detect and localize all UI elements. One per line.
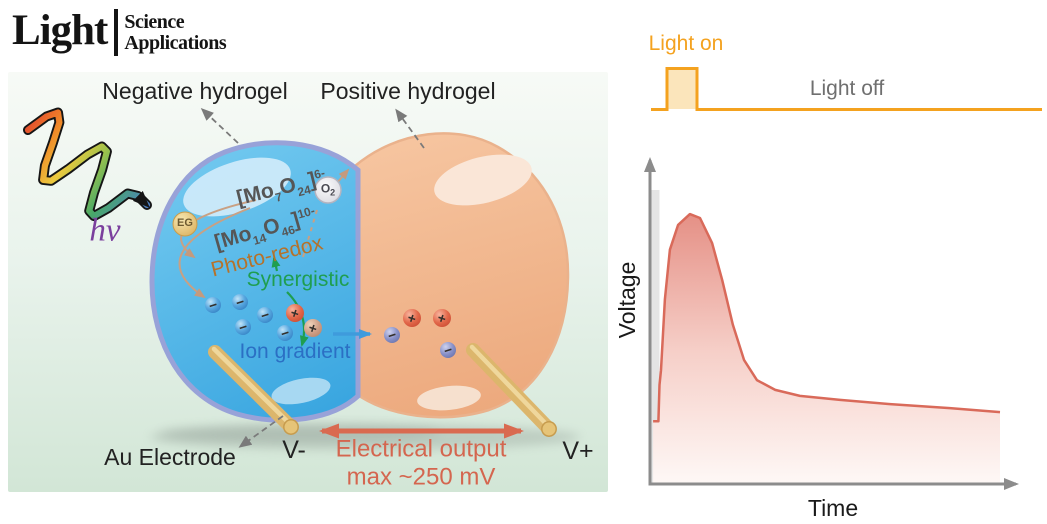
eg-species xyxy=(172,211,198,237)
journal-logo-name: Light xyxy=(12,7,108,54)
cation: + xyxy=(304,319,322,337)
cation: + xyxy=(286,304,304,322)
au-electrode-label: Au Electrode xyxy=(104,443,236,470)
x-axis-label: Time xyxy=(807,494,859,521)
negative-label-arrow xyxy=(200,107,239,144)
eg-label: EG xyxy=(177,217,193,230)
o2-label: O2 xyxy=(321,182,335,197)
synergistic-label: Synergistic xyxy=(246,267,350,291)
journal-logo-science: Science xyxy=(124,11,185,33)
logo-divider xyxy=(114,9,119,56)
cation: + xyxy=(403,309,421,327)
photon-hv-label: hν xyxy=(89,212,121,249)
anion: − xyxy=(235,318,251,336)
formula-superscript: 10- xyxy=(295,203,317,222)
y-axis-label: Voltage xyxy=(613,261,640,339)
anions-negative-gel: − − − − − + + xyxy=(205,293,322,342)
light-pulse-waveform xyxy=(651,67,1042,111)
negative-hydrogel-label: Negative hydrogel xyxy=(102,77,288,104)
light-off-label: Light off xyxy=(809,76,885,100)
gel-highlight xyxy=(417,385,481,411)
cation: + xyxy=(433,309,451,327)
gel-highlight xyxy=(271,377,331,405)
ion-gradient-label: Ion gradient xyxy=(239,339,351,363)
gel-highlight xyxy=(183,157,291,217)
o2-subscript: 2 xyxy=(330,187,336,198)
positive-label-arrow xyxy=(395,108,425,149)
oxygen-species xyxy=(314,176,342,204)
voltage-time-chart xyxy=(644,157,1019,490)
au-electrode-right xyxy=(466,343,557,437)
journal-logo: Light Science Applications xyxy=(12,7,227,56)
positive-hydrogel-blob xyxy=(353,132,570,419)
voltage-curve xyxy=(653,212,1001,423)
electrode-label-arrow xyxy=(238,415,284,448)
electrical-output-label: Electrical output xyxy=(335,435,507,463)
label-pointer-arrows xyxy=(200,107,425,448)
positive-hydrogel-label: Positive hydrogel xyxy=(320,77,496,104)
v-plus-label: V+ xyxy=(562,436,594,465)
anion: − xyxy=(205,296,221,314)
v-minus-label: V- xyxy=(282,435,306,464)
o2-symbol: O xyxy=(320,181,331,196)
light-on-label: Light on xyxy=(648,31,724,55)
anion: − xyxy=(257,306,273,324)
electrical-output-value: max ~250 mV xyxy=(346,463,496,491)
au-electrode-left xyxy=(208,345,299,435)
anion: − xyxy=(277,324,293,342)
light-pulse-marker-bar xyxy=(651,190,660,483)
ions-positive-gel: + + − − xyxy=(384,309,456,359)
anion: − xyxy=(384,326,400,344)
gel-highlight xyxy=(434,154,532,206)
anion: − xyxy=(440,341,456,359)
light-wave xyxy=(23,107,152,222)
anion: − xyxy=(232,293,248,311)
journal-logo-applications: Applications xyxy=(124,32,227,54)
voltage-curve-fill xyxy=(653,214,1000,484)
